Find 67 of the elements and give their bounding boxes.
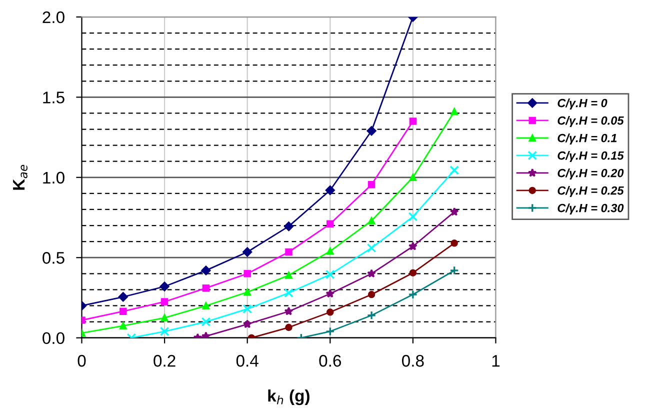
point: [409, 174, 417, 182]
point: [450, 207, 459, 216]
point: [450, 108, 458, 116]
point: [120, 308, 127, 315]
point: [326, 289, 335, 298]
point: [160, 326, 170, 336]
point: [366, 310, 376, 320]
point: [450, 240, 458, 247]
point: [367, 269, 376, 278]
point: [326, 220, 334, 228]
point: [409, 269, 417, 276]
point: [450, 166, 459, 175]
point: [368, 290, 376, 298]
point: [366, 243, 376, 253]
point: [202, 284, 210, 292]
point: [160, 314, 168, 322]
x-tick-label: 0.8: [402, 354, 424, 367]
point: [201, 266, 211, 276]
y-tick-label: 1.0: [43, 172, 64, 184]
point: [284, 222, 294, 232]
point: [244, 270, 251, 278]
point: [285, 248, 292, 256]
point: [242, 320, 252, 328]
point: [368, 181, 376, 188]
x-tick-label: 0.4: [236, 354, 258, 367]
y-axis-title: K$_{ae}$: [13, 164, 28, 190]
y-tick-label: 2.0: [42, 11, 64, 24]
point: [368, 217, 376, 224]
point: [408, 290, 418, 300]
x-tick-label: 0: [78, 354, 86, 367]
point: [325, 270, 335, 280]
point: [160, 282, 170, 292]
legend-label: C/γ.H = 0.30: [558, 204, 624, 215]
point: [120, 322, 127, 330]
point: [285, 272, 292, 279]
point: [201, 317, 211, 326]
legend-label: C/γ.H = 0.25: [558, 186, 624, 198]
legend-label: C/γ.H = 0.1: [558, 134, 617, 145]
point: [284, 288, 294, 298]
point: [242, 304, 252, 314]
legend-label: C/γ.H = 0.05: [558, 116, 624, 128]
point: [244, 288, 251, 296]
point: [284, 306, 294, 316]
legend-label: C/γ.H = 0: [558, 98, 608, 110]
x-axis-title: k$_{h}$ (g): [268, 389, 310, 406]
point: [408, 212, 418, 222]
point: [408, 242, 418, 250]
y-tick-label: 1.5: [43, 92, 64, 104]
x-tick-label: 1: [492, 355, 500, 367]
point: [325, 185, 335, 195]
legend-label: C/γ.H = 0.20: [558, 168, 624, 180]
point: [325, 326, 335, 336]
point: [242, 247, 252, 257]
y-tick-label: 0.5: [42, 252, 64, 264]
point: [409, 118, 417, 125]
x-tick-label: 0.6: [319, 354, 341, 367]
point: [450, 266, 459, 276]
y-tick-label: 0.0: [42, 332, 64, 344]
point: [326, 308, 334, 316]
legend-label: C/γ.H = 0.15: [558, 151, 624, 162]
point: [118, 292, 128, 302]
point: [202, 302, 210, 310]
x-tick-label: 0.2: [154, 354, 176, 367]
point: [366, 126, 376, 136]
point: [326, 248, 334, 255]
point: [160, 298, 168, 306]
point: [285, 324, 292, 332]
